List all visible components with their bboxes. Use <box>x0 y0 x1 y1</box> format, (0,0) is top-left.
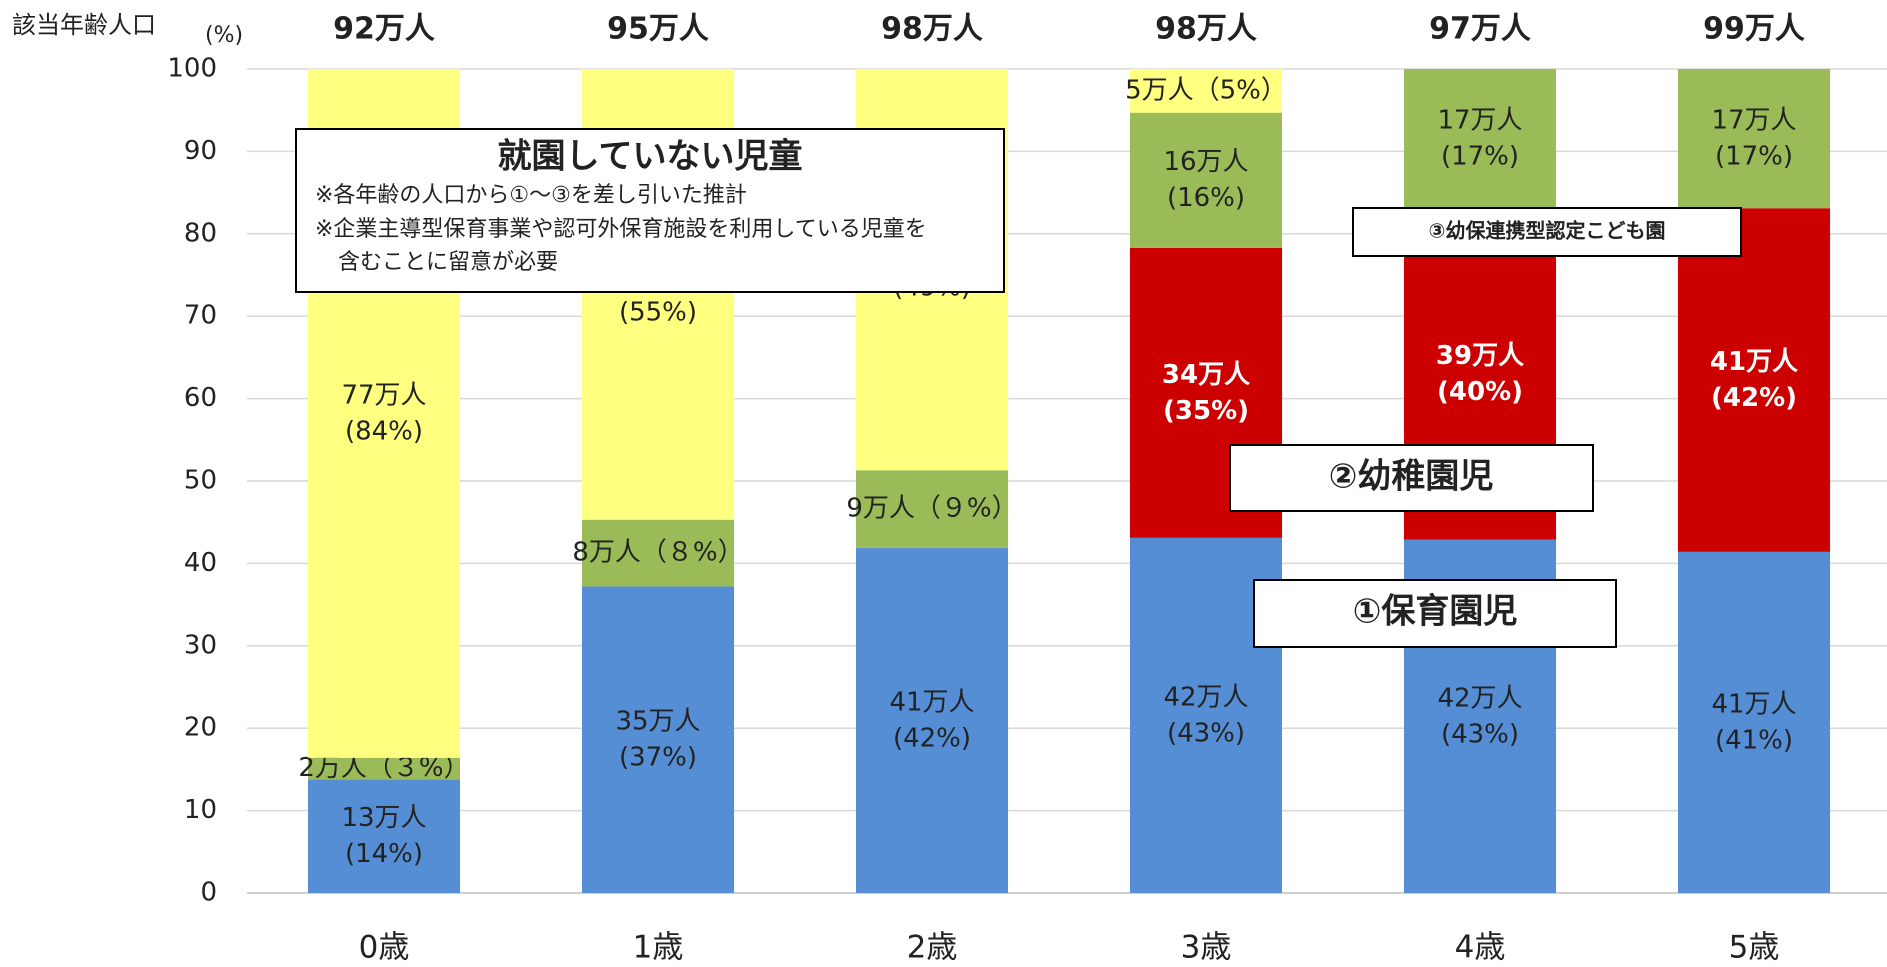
x-tick-label: 4歳 <box>1455 930 1506 966</box>
y-tick-label: 90 <box>184 136 217 166</box>
total-label: 98万人 <box>881 12 983 47</box>
legend-label: ①保育園児 <box>1353 592 1518 632</box>
y-tick-label: 60 <box>184 383 217 413</box>
y-tick-label: 80 <box>184 218 217 248</box>
bar-segment <box>1129 112 1283 248</box>
x-tick-label: 2歳 <box>907 930 958 966</box>
y-tick-label: 100 <box>167 54 217 84</box>
data-label: 17万人(17%) <box>1711 105 1796 171</box>
total-label: 99万人 <box>1703 12 1805 47</box>
x-tick-label: 3歳 <box>1181 930 1232 966</box>
bar-segment <box>1677 208 1831 552</box>
bar-segment <box>855 470 1009 548</box>
y-axis-label: 該当年齢人口 <box>12 11 156 39</box>
note: ※企業主導型保育事業や認可外保育施設を利用している児童を <box>315 217 927 242</box>
data-label: 9万人（９%） <box>846 494 1017 524</box>
total-label: 92万人 <box>333 12 435 47</box>
x-tick-label: 0歳 <box>359 930 410 966</box>
note: 含むことに留意が必要 <box>338 250 558 275</box>
data-label: 2万人（３%） <box>298 753 469 783</box>
legend-label: ③幼保連携型認定こども園 <box>1429 219 1666 243</box>
data-label: 41万人(42%) <box>1710 347 1798 413</box>
data-label: 39万人(40%) <box>1436 340 1524 406</box>
data-label: 16万人(16%) <box>1163 147 1248 213</box>
legend-label: 就園していない児童 <box>498 137 803 177</box>
legend-box <box>1352 207 1742 257</box>
y-axis-unit: (%) <box>205 23 243 48</box>
bar-segment <box>1677 551 1831 893</box>
note: ※各年齢の人口から①～③を差し引いた推計 <box>315 183 747 208</box>
data-label: 42万人(43%) <box>1437 683 1522 749</box>
y-tick-label: 70 <box>184 301 217 331</box>
y-tick-label: 30 <box>184 630 217 660</box>
data-label: 35万人(37%) <box>615 706 700 772</box>
bar-segment <box>1403 69 1557 209</box>
legend-box <box>1253 579 1617 648</box>
data-label: 42万人(43%) <box>1163 682 1248 748</box>
bar-segment <box>307 779 461 893</box>
data-label: 41万人(41%) <box>1711 689 1796 755</box>
data-label: 41万人(42%) <box>889 687 974 753</box>
y-tick-label: 50 <box>184 466 217 496</box>
y-tick-label: 40 <box>184 548 217 578</box>
legend-label: ②幼稚園児 <box>1329 457 1494 497</box>
bar-segment <box>581 519 735 587</box>
bar-segment <box>307 757 461 780</box>
y-tick-label: 10 <box>184 795 217 825</box>
data-label: 8万人（８%） <box>572 538 743 568</box>
y-tick-label: 0 <box>200 878 217 908</box>
data-label: 77万人(84%) <box>341 380 426 446</box>
total-label: 98万人 <box>1155 12 1257 47</box>
data-label: 13万人(14%) <box>341 803 426 869</box>
legend-box <box>295 128 1005 293</box>
total-label: 97万人 <box>1429 12 1531 47</box>
legend-box <box>1229 444 1594 512</box>
data-label: 5万人（5%） <box>1125 75 1287 105</box>
bar-segment <box>855 547 1009 893</box>
bar-segment <box>1129 69 1283 113</box>
total-label: 95万人 <box>607 12 709 47</box>
data-label: 17万人(17%) <box>1437 105 1522 171</box>
x-tick-label: 5歳 <box>1729 930 1780 966</box>
y-tick-label: 20 <box>184 713 217 743</box>
bar-segment <box>1677 69 1831 209</box>
bar-segment <box>581 586 735 893</box>
data-label: 34万人(35%) <box>1162 359 1250 425</box>
x-tick-label: 1歳 <box>633 930 684 966</box>
